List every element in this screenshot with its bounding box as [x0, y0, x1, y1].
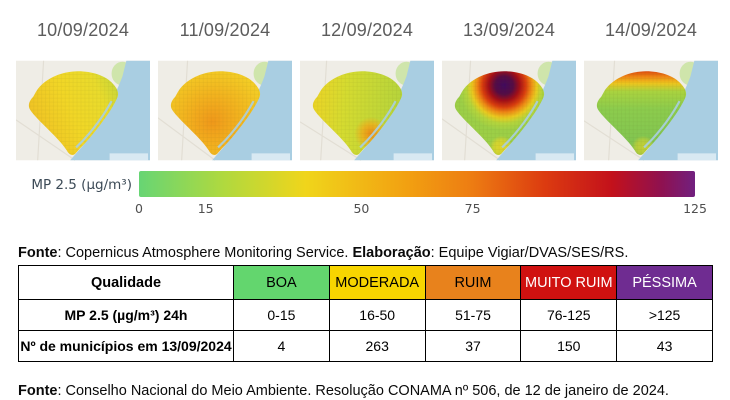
range-cell: 51-75: [424, 299, 522, 331]
count-cell: 263: [328, 330, 426, 362]
air-quality-table: Qualidade BOA MODERADA RUIM MUITO RUIM P…: [18, 265, 713, 362]
source-conama: Fonte: Conselho Nacional do Meio Ambient…: [18, 383, 669, 399]
map-attribution: [535, 153, 575, 161]
colorbar-label: MP 2.5 (µg/m³): [31, 177, 132, 193]
count-cell: 4: [233, 330, 330, 362]
table-corner-header: Qualidade: [18, 265, 234, 300]
colorbar-tick-0: 0: [135, 201, 143, 216]
map-panel-2024-09-10: [16, 60, 150, 161]
source-text: : Conselho Nacional do Meio Ambiente. Re…: [57, 382, 669, 399]
colorbar-tick-125: 125: [683, 201, 707, 216]
colorbar-tick-15: 15: [197, 201, 214, 216]
air-quality-map-canvas: [300, 60, 434, 161]
colorbar-gradient: [139, 171, 695, 197]
map-date-label: 12/09/2024: [320, 20, 414, 40]
category-moderada: MODERADA: [328, 265, 426, 300]
count-cell: 150: [520, 330, 618, 362]
map-panel-2024-09-12: [300, 60, 434, 161]
row-header-municipios: Nº de municípios em 13/09/2024: [18, 330, 234, 362]
colorbar-tick-50: 50: [353, 201, 370, 216]
air-quality-map-canvas: [158, 60, 292, 161]
elaboration-label: Elaboração: [352, 244, 431, 261]
category-muito-ruim: MUITO RUIM: [520, 265, 618, 300]
source-text: : Copernicus Atmosphere Monitoring Servi…: [57, 244, 353, 261]
table-row-municipios: Nº de municípios em 13/09/2024 4 263 37 …: [18, 330, 713, 362]
air-quality-map-canvas: [442, 60, 576, 161]
map-attribution: [109, 153, 149, 161]
map-panel-2024-09-14: [584, 60, 718, 161]
source-label: Fonte: [18, 244, 58, 261]
elaboration-text: : Equipe Vigiar/DVAS/SES/RS.: [430, 244, 629, 261]
map-panel-2024-09-11: [158, 60, 292, 161]
row-header-mp25: MP 2.5 (µg/m³) 24h: [18, 299, 234, 331]
table-header-row: Qualidade BOA MODERADA RUIM MUITO RUIM P…: [18, 265, 713, 300]
count-cell: 37: [424, 330, 522, 362]
colorbar-tick-75: 75: [464, 201, 481, 216]
range-cell: >125: [616, 299, 713, 331]
map-dates-row: 10/09/2024 11/09/2024 12/09/2024 13/09/2…: [16, 20, 718, 41]
map-attribution: [393, 153, 433, 161]
range-cell: 76-125: [520, 299, 618, 331]
category-pessima: PÉSSIMA: [616, 265, 713, 300]
map-date-label: 14/09/2024: [604, 20, 698, 40]
map-date-label: 10/09/2024: [36, 20, 130, 40]
map-panel-2024-09-13: [442, 60, 576, 161]
source-copernicus: Fonte: Copernicus Atmosphere Monitoring …: [18, 245, 628, 261]
map-date-label: 13/09/2024: [462, 20, 556, 40]
range-cell: 0-15: [233, 299, 330, 331]
category-ruim: RUIM: [424, 265, 522, 300]
map-date-label: 11/09/2024: [179, 20, 271, 40]
table-row-ranges: MP 2.5 (µg/m³) 24h 0-15 16-50 51-75 76-1…: [18, 299, 713, 331]
air-quality-map-canvas: [16, 60, 150, 161]
map-series: [16, 60, 718, 161]
source-label: Fonte: [18, 382, 58, 399]
air-quality-map-canvas: [584, 60, 718, 161]
map-attribution: [251, 153, 291, 161]
category-boa: BOA: [233, 265, 330, 300]
map-attribution: [677, 153, 717, 161]
count-cell: 43: [616, 330, 713, 362]
range-cell: 16-50: [328, 299, 426, 331]
